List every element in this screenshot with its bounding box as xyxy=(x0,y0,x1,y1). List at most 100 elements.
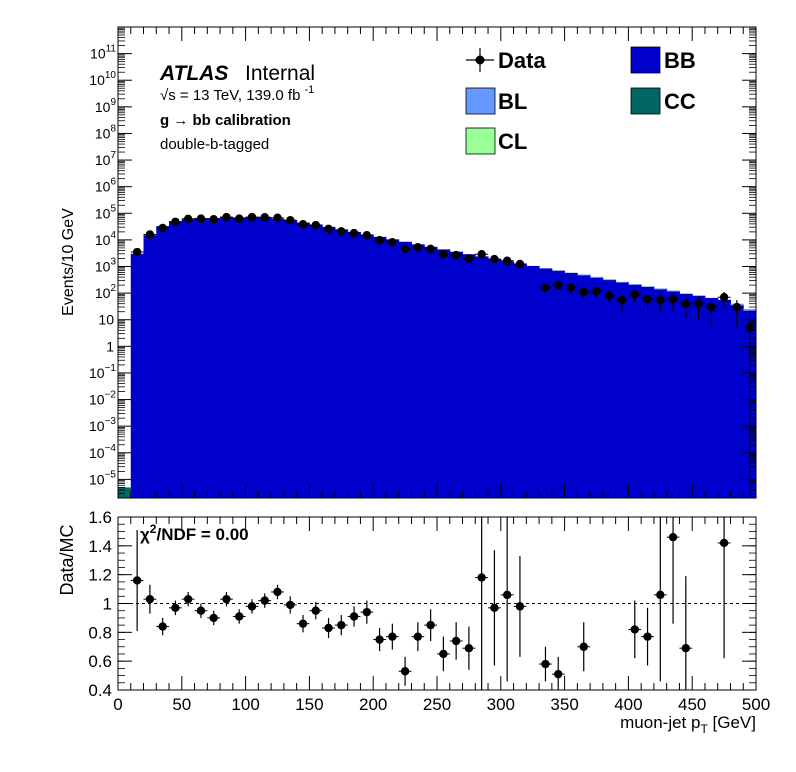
bar-bb-185 xyxy=(347,231,361,498)
data-point-365 xyxy=(577,287,591,300)
process-label: g → bb calibration xyxy=(160,112,291,129)
data-point-215 xyxy=(385,237,399,247)
data-point-marker xyxy=(337,227,346,236)
x-axis-label-main: muon-jet p xyxy=(620,713,700,732)
energy-text: = 13 TeV, 139.0 fb xyxy=(176,87,301,104)
tick-mantissa: 10 xyxy=(90,46,106,62)
data-point-465 xyxy=(704,300,718,328)
chi2-label: χ2/NDF = 0.00 xyxy=(140,522,249,544)
ratio-marker xyxy=(668,532,678,542)
x-axis-label: muon-jet pT [GeV] xyxy=(620,713,756,736)
main-y-tick-label: 104 xyxy=(95,230,117,248)
bar-bb-325 xyxy=(526,265,540,498)
data-point-marker xyxy=(235,214,244,223)
x-tick-label: 500 xyxy=(742,695,770,714)
data-point-marker xyxy=(566,283,576,292)
bar-bb-335 xyxy=(539,268,553,498)
main-y-tick-label: 106 xyxy=(95,177,117,195)
data-point-marker xyxy=(388,237,397,247)
data-point-355 xyxy=(564,283,578,294)
main-y-axis-label: Events/10 GeV xyxy=(60,208,77,316)
ratio-point-435 xyxy=(666,517,680,624)
data-point-marker xyxy=(375,235,384,245)
bar-bb-355 xyxy=(564,273,578,498)
x-tick-label: 350 xyxy=(550,695,578,714)
bar-bb-425 xyxy=(653,289,668,498)
data-point-295 xyxy=(488,254,501,264)
bar-bb-305 xyxy=(500,261,515,498)
legend-cl-label: CL xyxy=(498,129,527,154)
ratio-y-tick-label: 0.6 xyxy=(88,652,112,671)
tick-mantissa: 10 xyxy=(89,72,105,88)
ratio-marker xyxy=(171,603,180,613)
bar-bb-385 xyxy=(602,280,617,498)
ratio-marker xyxy=(579,642,588,651)
ratio-marker xyxy=(681,643,691,653)
tick-exponent: 11 xyxy=(106,44,117,55)
bar-bb-75 xyxy=(207,218,221,498)
ratio-marker xyxy=(132,576,142,585)
data-point-275 xyxy=(462,254,476,263)
ratio-point-175 xyxy=(334,615,348,636)
bar-bb-225 xyxy=(398,241,412,498)
ratio-marker xyxy=(362,607,372,617)
data-point-485 xyxy=(730,300,744,328)
ratio-x-axis: 0 50 100 150 200 250 300 350 400 450 500 xyxy=(113,517,770,714)
ratio-points xyxy=(130,517,731,690)
data-point-475 xyxy=(717,292,731,308)
ratio-point-235 xyxy=(411,622,425,652)
ratio-marker xyxy=(324,623,333,633)
bar-bb-155 xyxy=(309,224,323,498)
ratio-y-tick-label: 0.4 xyxy=(88,681,112,700)
bar-bb-105 xyxy=(245,216,259,498)
tick-exponent: 3 xyxy=(110,257,116,268)
ratio-y-tick-label: 1.6 xyxy=(88,508,112,527)
ratio-marker xyxy=(490,603,499,613)
bar-bb-115 xyxy=(258,217,272,498)
bar-bb-265 xyxy=(449,251,464,498)
main-y-tick-label: 109 xyxy=(95,97,117,115)
main-y-tick-label: 10−5 xyxy=(89,469,116,487)
ratio-marker xyxy=(541,659,550,669)
ratio-marker xyxy=(719,538,729,548)
main-y-tick-label: 102 xyxy=(95,283,117,301)
ratio-marker xyxy=(554,669,563,679)
bar-bb-255 xyxy=(437,249,451,498)
bar-bb-395 xyxy=(615,282,629,498)
data-point-265 xyxy=(449,250,463,260)
bar-bb-195 xyxy=(360,234,374,498)
ratio-marker xyxy=(183,594,193,604)
data-point-marker xyxy=(630,290,639,299)
tick-mantissa: 10 xyxy=(95,205,111,221)
bar-bb-375 xyxy=(590,277,604,498)
ratio-point-295 xyxy=(488,550,501,666)
legend-data-label: Data xyxy=(498,48,546,73)
main-x-ticks xyxy=(117,27,757,498)
data-point-345 xyxy=(551,280,565,290)
ratio-marker xyxy=(400,667,410,676)
ratio-marker xyxy=(464,643,474,653)
data-point-65 xyxy=(194,214,208,223)
tick-mantissa: 10 xyxy=(95,179,111,195)
data-point-405 xyxy=(628,289,642,303)
bar-cc-5 xyxy=(118,487,132,498)
legend-bl-label: BL xyxy=(498,89,527,114)
sqrt-s-label: √s = 13 TeV, 139.0 fb -1 xyxy=(160,84,314,104)
ratio-point-95 xyxy=(232,609,246,624)
ratio-point-415 xyxy=(641,607,654,666)
ratio-point-335 xyxy=(539,646,552,682)
ratio-y-axis-label: Data/MC xyxy=(57,524,77,595)
tick-exponent: 8 xyxy=(110,123,116,134)
data-point-165 xyxy=(322,224,335,234)
ratio-y-tick-label: 1 xyxy=(103,595,112,614)
main-y-tick-label: 1 xyxy=(106,338,114,354)
data-point-75 xyxy=(207,214,221,224)
legend-entry-cc: CC xyxy=(630,87,696,115)
bar-bb-205 xyxy=(373,236,387,498)
tick-exponent: 4 xyxy=(110,230,116,241)
bar-bb-455 xyxy=(692,295,706,498)
main-histogram xyxy=(118,216,757,499)
data-point-225 xyxy=(398,244,412,254)
data-point-125 xyxy=(271,213,284,222)
data-point-marker xyxy=(158,223,167,233)
